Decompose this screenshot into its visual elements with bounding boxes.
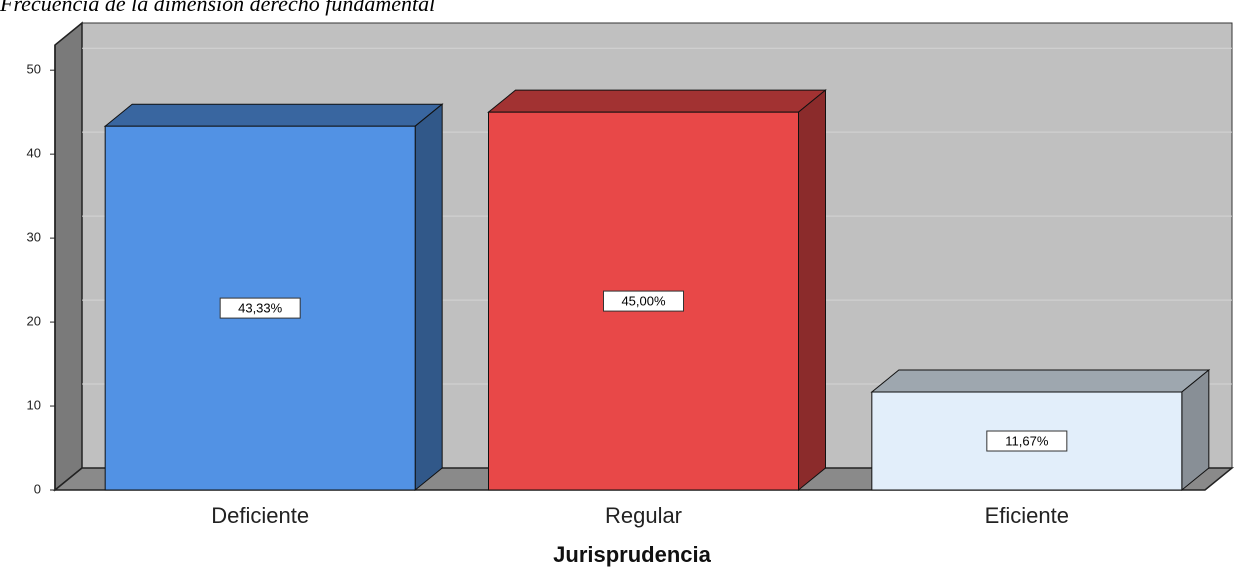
chart-title: Frecuencia de la dimensión derecho funda… — [0, 0, 435, 16]
value-label-box — [603, 290, 684, 312]
y-tick-label: 40 — [27, 146, 41, 161]
bar — [487, 89, 827, 492]
x-tick-label: Eficiente — [985, 503, 1069, 528]
bar — [103, 103, 444, 492]
bar-top — [487, 89, 827, 113]
bar-top — [870, 369, 1211, 393]
bar-side — [798, 89, 826, 492]
bar-side — [414, 103, 443, 492]
y-tick-label: 20 — [27, 314, 41, 329]
value-label: 45,00% — [621, 294, 666, 309]
y-tick-label: 0 — [34, 481, 41, 496]
y-tick-label: 50 — [27, 62, 41, 77]
x-tick-label: Deficiente — [211, 503, 309, 528]
left-wall — [54, 21, 83, 492]
value-label-box — [986, 430, 1068, 452]
value-label: 11,67% — [1005, 433, 1049, 448]
value-label: 43,33% — [238, 301, 283, 316]
x-tick-label: Regular — [605, 503, 682, 528]
value-label-box — [219, 297, 301, 319]
y-tick-label: 10 — [27, 397, 41, 412]
x-axis-label: Jurisprudencia — [553, 542, 711, 567]
y-tick-label: 30 — [27, 230, 41, 245]
bar-top — [103, 103, 444, 127]
bar — [870, 368, 1211, 492]
